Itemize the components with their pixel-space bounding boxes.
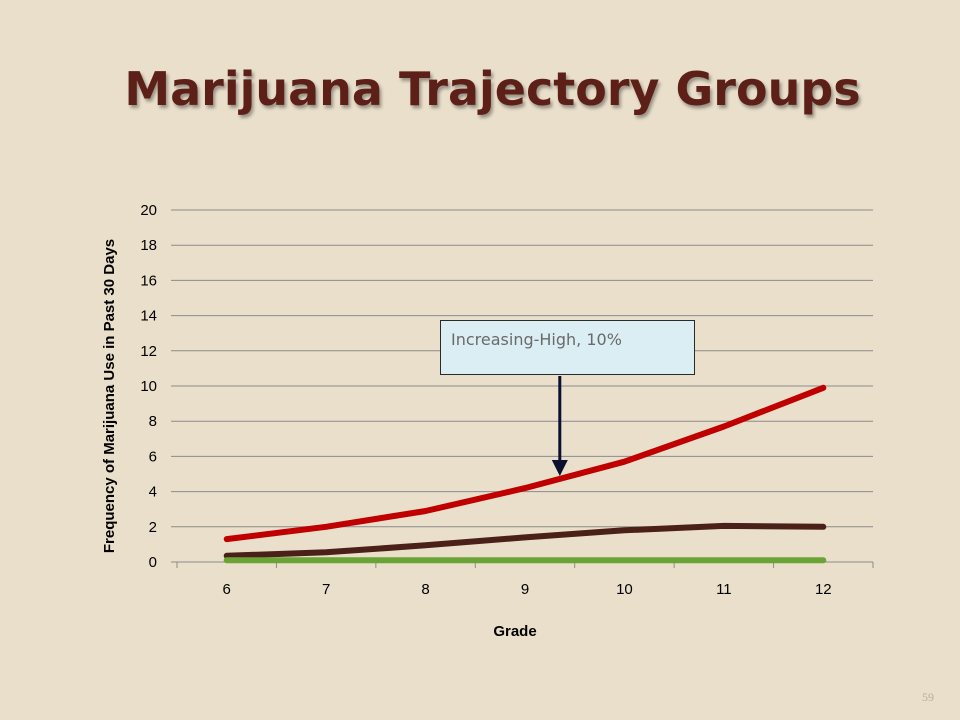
tick-labels: 0 2 4 6 8 10 12 14 16 18 20 6 7 8 9 10 11 12 <box>140 202 831 598</box>
y-tick-label-4: 4 <box>149 484 157 501</box>
x-axis-title: Grade <box>493 623 536 640</box>
y-tick-label-10: 10 <box>140 378 157 395</box>
y-tick-label-2: 2 <box>149 519 157 536</box>
series-line-1 <box>223 384 827 543</box>
y-tick-label-6: 6 <box>149 448 157 465</box>
x-tick-label-9: 9 <box>521 581 529 598</box>
annotation-arrow-head <box>551 460 568 476</box>
x-tick-label-6: 6 <box>223 581 231 598</box>
y-tick-label-12: 12 <box>140 343 157 360</box>
x-tick-label-12: 12 <box>815 581 832 598</box>
y-tick-label-16: 16 <box>140 272 157 289</box>
gridlines <box>171 209 873 563</box>
page-number: 59 <box>922 690 934 704</box>
x-tick-label-8: 8 <box>421 581 429 598</box>
y-axis-title: Frequency of Marijuana Use in Past 30 Da… <box>101 239 118 553</box>
x-tick-label-11: 11 <box>716 581 732 598</box>
series-line-2 <box>223 522 827 559</box>
y-tick-label-14: 14 <box>140 308 157 325</box>
x-tick-label-10: 10 <box>616 581 633 598</box>
y-tick-label-0: 0 <box>149 554 157 571</box>
slide-title: Marijuana Trajectory Groups <box>124 62 861 116</box>
annotation-callout: Increasing-High, 10% <box>440 320 695 375</box>
y-tick-label-8: 8 <box>149 413 157 430</box>
y-tick-label-20: 20 <box>140 202 157 219</box>
series-lines <box>223 384 827 564</box>
y-tick-label-18: 18 <box>140 237 157 254</box>
annotation-arrow <box>551 376 568 476</box>
x-tick-label-7: 7 <box>322 581 330 598</box>
